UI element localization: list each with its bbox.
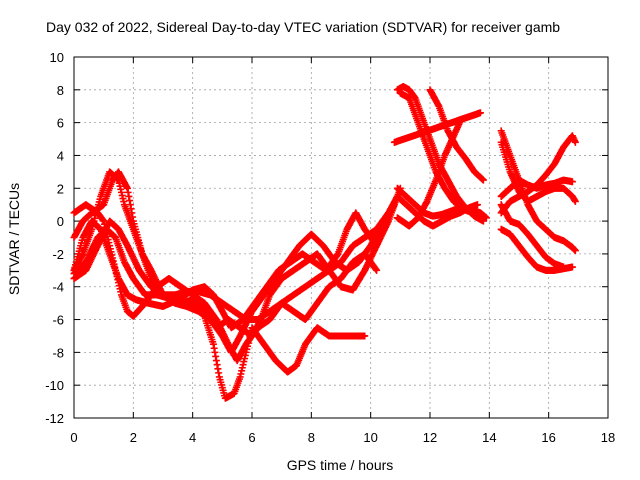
x-tick-label: 10 xyxy=(363,430,377,445)
x-tick-label: 16 xyxy=(541,430,555,445)
x-axis-label: GPS time / hours xyxy=(287,457,394,473)
series-track-r xyxy=(497,201,567,271)
x-tick-label: 6 xyxy=(248,430,255,445)
y-tick-label: 6 xyxy=(57,116,64,131)
data-point xyxy=(571,247,579,255)
x-tick-label: 4 xyxy=(189,430,196,445)
data-point xyxy=(568,263,576,271)
y-tick-label: -2 xyxy=(52,247,64,262)
x-tick-labels: 0 2 4 6 8 10 12 14 16 18 xyxy=(70,430,615,445)
y-axis-label: SDTVAR / TECUs xyxy=(6,183,22,295)
y-tick-label: -4 xyxy=(52,280,64,295)
series-track-f xyxy=(70,192,401,324)
series-track-d xyxy=(70,225,369,402)
data-point xyxy=(473,201,481,209)
x-tick-label: 2 xyxy=(130,430,137,445)
data-point xyxy=(560,263,567,271)
y-tick-label: 4 xyxy=(57,148,64,163)
data-point xyxy=(568,178,576,186)
y-tick-labels: 10 8 6 4 2 0 -2 -4 -6 -8 -10 -12 xyxy=(45,50,64,426)
y-tick-label: 0 xyxy=(57,214,64,229)
data-point xyxy=(361,332,369,340)
data-points xyxy=(70,83,579,402)
data-point xyxy=(479,176,487,184)
chart-title: Day 032 of 2022, Sidereal Day-to-day VTE… xyxy=(46,19,560,35)
y-tick-label: 2 xyxy=(57,181,64,196)
x-tick-label: 18 xyxy=(601,430,615,445)
y-tick-label: 8 xyxy=(57,83,64,98)
series-track-l xyxy=(426,86,487,184)
x-tick-label: 12 xyxy=(423,430,437,445)
series-track-j xyxy=(393,184,473,220)
axis-ticks xyxy=(73,56,609,419)
series-track-s xyxy=(497,138,579,205)
x-tick-label: 14 xyxy=(482,430,496,445)
data-point xyxy=(482,214,490,222)
data-point xyxy=(476,109,484,117)
data-point xyxy=(571,138,579,146)
data-point xyxy=(373,266,381,274)
x-tick-label: 0 xyxy=(70,430,77,445)
y-tick-label: -12 xyxy=(45,411,64,426)
data-point xyxy=(571,197,579,205)
y-tick-label: 10 xyxy=(50,50,64,65)
y-tick-label: -6 xyxy=(52,313,64,328)
y-tick-label: -10 xyxy=(45,378,64,393)
series-track-m xyxy=(390,109,484,146)
x-tick-label: 8 xyxy=(308,430,315,445)
data-point xyxy=(465,207,473,215)
y-tick-label: -8 xyxy=(52,345,64,360)
